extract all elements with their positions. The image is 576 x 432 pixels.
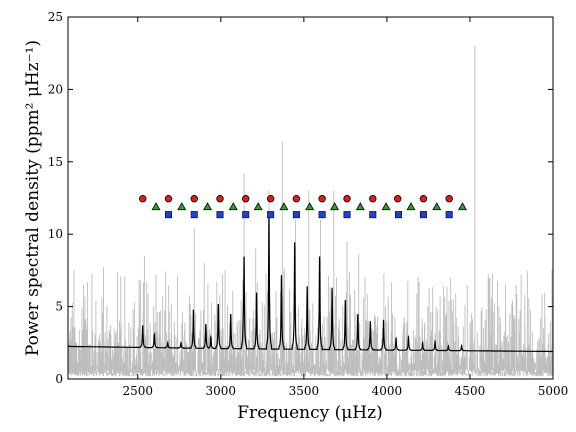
raw-spectrum-line xyxy=(68,46,553,377)
triangle-marker xyxy=(457,202,467,211)
y-tick-label: 25 xyxy=(48,10,63,24)
marker-series-square xyxy=(164,211,453,219)
square-marker xyxy=(164,211,172,219)
x-tick-label: 3500 xyxy=(289,384,320,398)
triangle-marker xyxy=(305,202,315,211)
square-marker xyxy=(292,211,300,219)
circle-marker xyxy=(369,195,377,203)
triangle-marker xyxy=(432,202,442,211)
triangle-marker xyxy=(355,202,365,211)
smoothed-model-line xyxy=(68,212,553,353)
circle-marker xyxy=(242,195,250,203)
circle-marker xyxy=(216,195,224,203)
square-marker xyxy=(318,211,326,219)
triangle-marker xyxy=(279,202,289,211)
marker-series-circle xyxy=(139,195,453,203)
circle-marker xyxy=(419,195,428,203)
marker-series-triangle xyxy=(151,202,467,211)
mode-markers xyxy=(139,195,467,219)
square-marker xyxy=(445,211,453,219)
circle-marker xyxy=(164,195,173,203)
triangle-marker xyxy=(151,202,161,211)
triangle-marker xyxy=(406,202,416,211)
square-marker xyxy=(267,211,275,219)
x-axis-label: Frequency (μHz) xyxy=(237,403,382,423)
y-tick-label: 0 xyxy=(55,372,63,386)
square-marker xyxy=(343,211,351,219)
circle-marker xyxy=(190,195,198,203)
smoothed-spectrum xyxy=(68,212,553,353)
triangle-marker xyxy=(228,202,238,211)
square-marker xyxy=(190,211,198,219)
circle-marker xyxy=(318,195,326,203)
raw-spectrum xyxy=(68,46,553,377)
square-marker xyxy=(419,211,427,219)
y-tick-label: 5 xyxy=(55,300,63,314)
triangle-marker xyxy=(381,202,391,211)
circle-marker xyxy=(394,195,402,203)
x-tick-label: 3000 xyxy=(206,384,237,398)
y-axis-label: Power spectral density (ppm² μHz⁻¹) xyxy=(23,40,43,356)
circle-marker xyxy=(445,195,453,203)
triangle-marker xyxy=(330,202,340,211)
y-tick-label: 15 xyxy=(48,155,63,169)
square-marker xyxy=(369,211,377,219)
x-tick-label: 4500 xyxy=(455,384,486,398)
axis-ticks: 2500 3000 3500 4000 4500 5000 0 5 10 15 20 25 xyxy=(48,10,569,398)
square-marker xyxy=(395,211,403,219)
square-marker xyxy=(216,211,224,219)
y-tick-label: 20 xyxy=(48,82,63,96)
triangle-marker xyxy=(253,202,263,211)
circle-marker xyxy=(266,195,275,203)
triangle-marker xyxy=(177,202,187,211)
x-tick-label: 5000 xyxy=(538,384,569,398)
x-tick-label: 2500 xyxy=(122,384,153,398)
square-marker xyxy=(242,211,250,219)
circle-marker xyxy=(343,195,351,203)
circle-marker xyxy=(139,195,147,203)
y-tick-label: 10 xyxy=(48,227,63,241)
circle-marker xyxy=(292,195,301,203)
x-tick-label: 4000 xyxy=(372,384,403,398)
plot-frame xyxy=(67,16,554,380)
triangle-marker xyxy=(203,202,213,211)
